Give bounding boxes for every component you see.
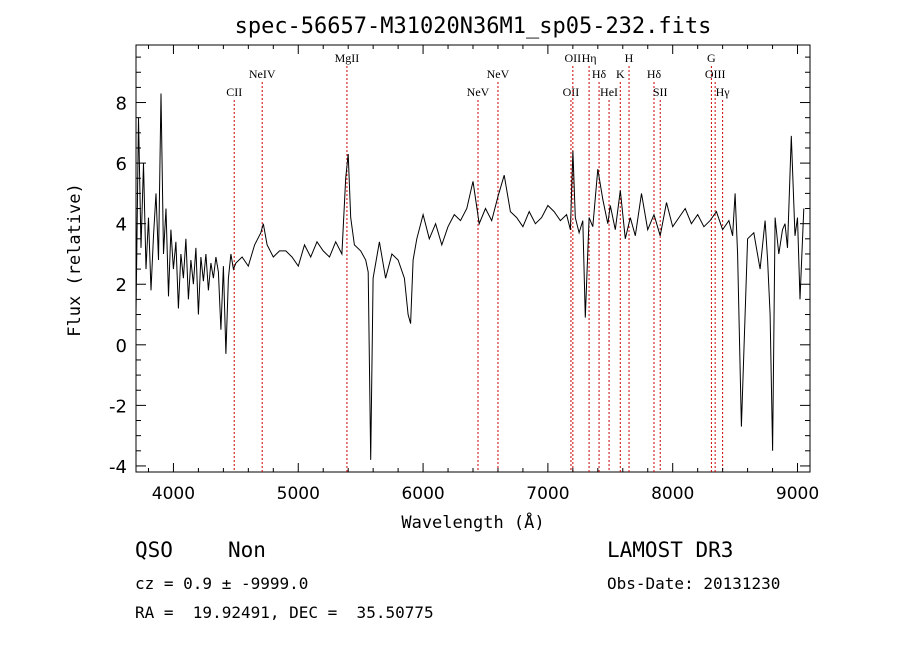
y-tick-label: 8 [116, 94, 127, 115]
line-marker-label: NeV [467, 85, 490, 99]
y-tick-label: -2 [109, 396, 127, 417]
line-marker-label: Hδ [592, 67, 607, 81]
x-axis-label: Wavelength (Å) [401, 511, 544, 533]
line-marker-label: OII [563, 85, 580, 99]
y-tick-label: 0 [116, 336, 127, 357]
line-marker-label: G [707, 51, 716, 65]
y-tick-label: -4 [109, 457, 127, 478]
info-coords: RA = 19.92491, DEC = 35.50775 [135, 603, 434, 622]
x-tick-label: 6000 [401, 484, 444, 504]
y-tick-label: 2 [116, 275, 127, 296]
line-marker-label: K [616, 67, 625, 81]
line-marker-label: OII [565, 51, 582, 65]
line-marker-label: OIII [705, 67, 726, 81]
x-tick-label: 5000 [277, 484, 320, 504]
info-subclass: Non [228, 538, 266, 562]
line-marker-label: CII [226, 85, 242, 99]
y-tick-label: 4 [116, 215, 127, 236]
chart-title: spec-56657-M31020N36M1_sp05-232.fits [235, 14, 712, 39]
line-marker-label: HeI [600, 85, 618, 99]
y-tick-label: 6 [116, 154, 127, 175]
info-obs-date: Obs-Date: 20131230 [607, 574, 781, 593]
info-class: QSO [135, 538, 173, 562]
x-tick-label: 9000 [776, 484, 819, 504]
x-tick-label: 7000 [526, 484, 569, 504]
y-axis-label: Flux (relative) [65, 183, 85, 337]
line-marker-label: Hη [582, 51, 597, 65]
line-marker-label: Hδ [647, 67, 662, 81]
spectrum-series-line [135, 93, 805, 460]
x-tick-label: 4000 [152, 484, 195, 504]
info-survey: LAMOST DR3 [607, 538, 734, 562]
axes: 4000 5000 6000 7000 8000 9000 -4 -2 0 2 4 6 8 [109, 45, 819, 504]
line-marker-label: NeIV [249, 67, 276, 81]
line-marker-label: NeV [487, 67, 510, 81]
info-cz: cz = 0.9 ± -9999.0 [135, 574, 309, 593]
line-marker-label: Hγ [716, 85, 731, 99]
plot-frame [135, 44, 811, 473]
x-tick-label: 8000 [651, 484, 694, 504]
line-marker-label: MgII [335, 51, 360, 65]
line-marker-label: H [625, 51, 634, 65]
line-marker-label: SII [653, 85, 668, 99]
